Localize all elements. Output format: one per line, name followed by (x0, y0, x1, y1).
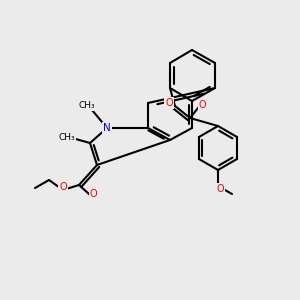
Text: O: O (90, 189, 97, 200)
Text: O: O (59, 182, 67, 192)
Text: O: O (165, 98, 173, 108)
Text: CH₃: CH₃ (79, 101, 95, 110)
Text: O: O (216, 184, 224, 194)
Text: CH₃: CH₃ (59, 134, 75, 142)
Text: N: N (103, 123, 111, 133)
Text: O: O (199, 100, 207, 110)
